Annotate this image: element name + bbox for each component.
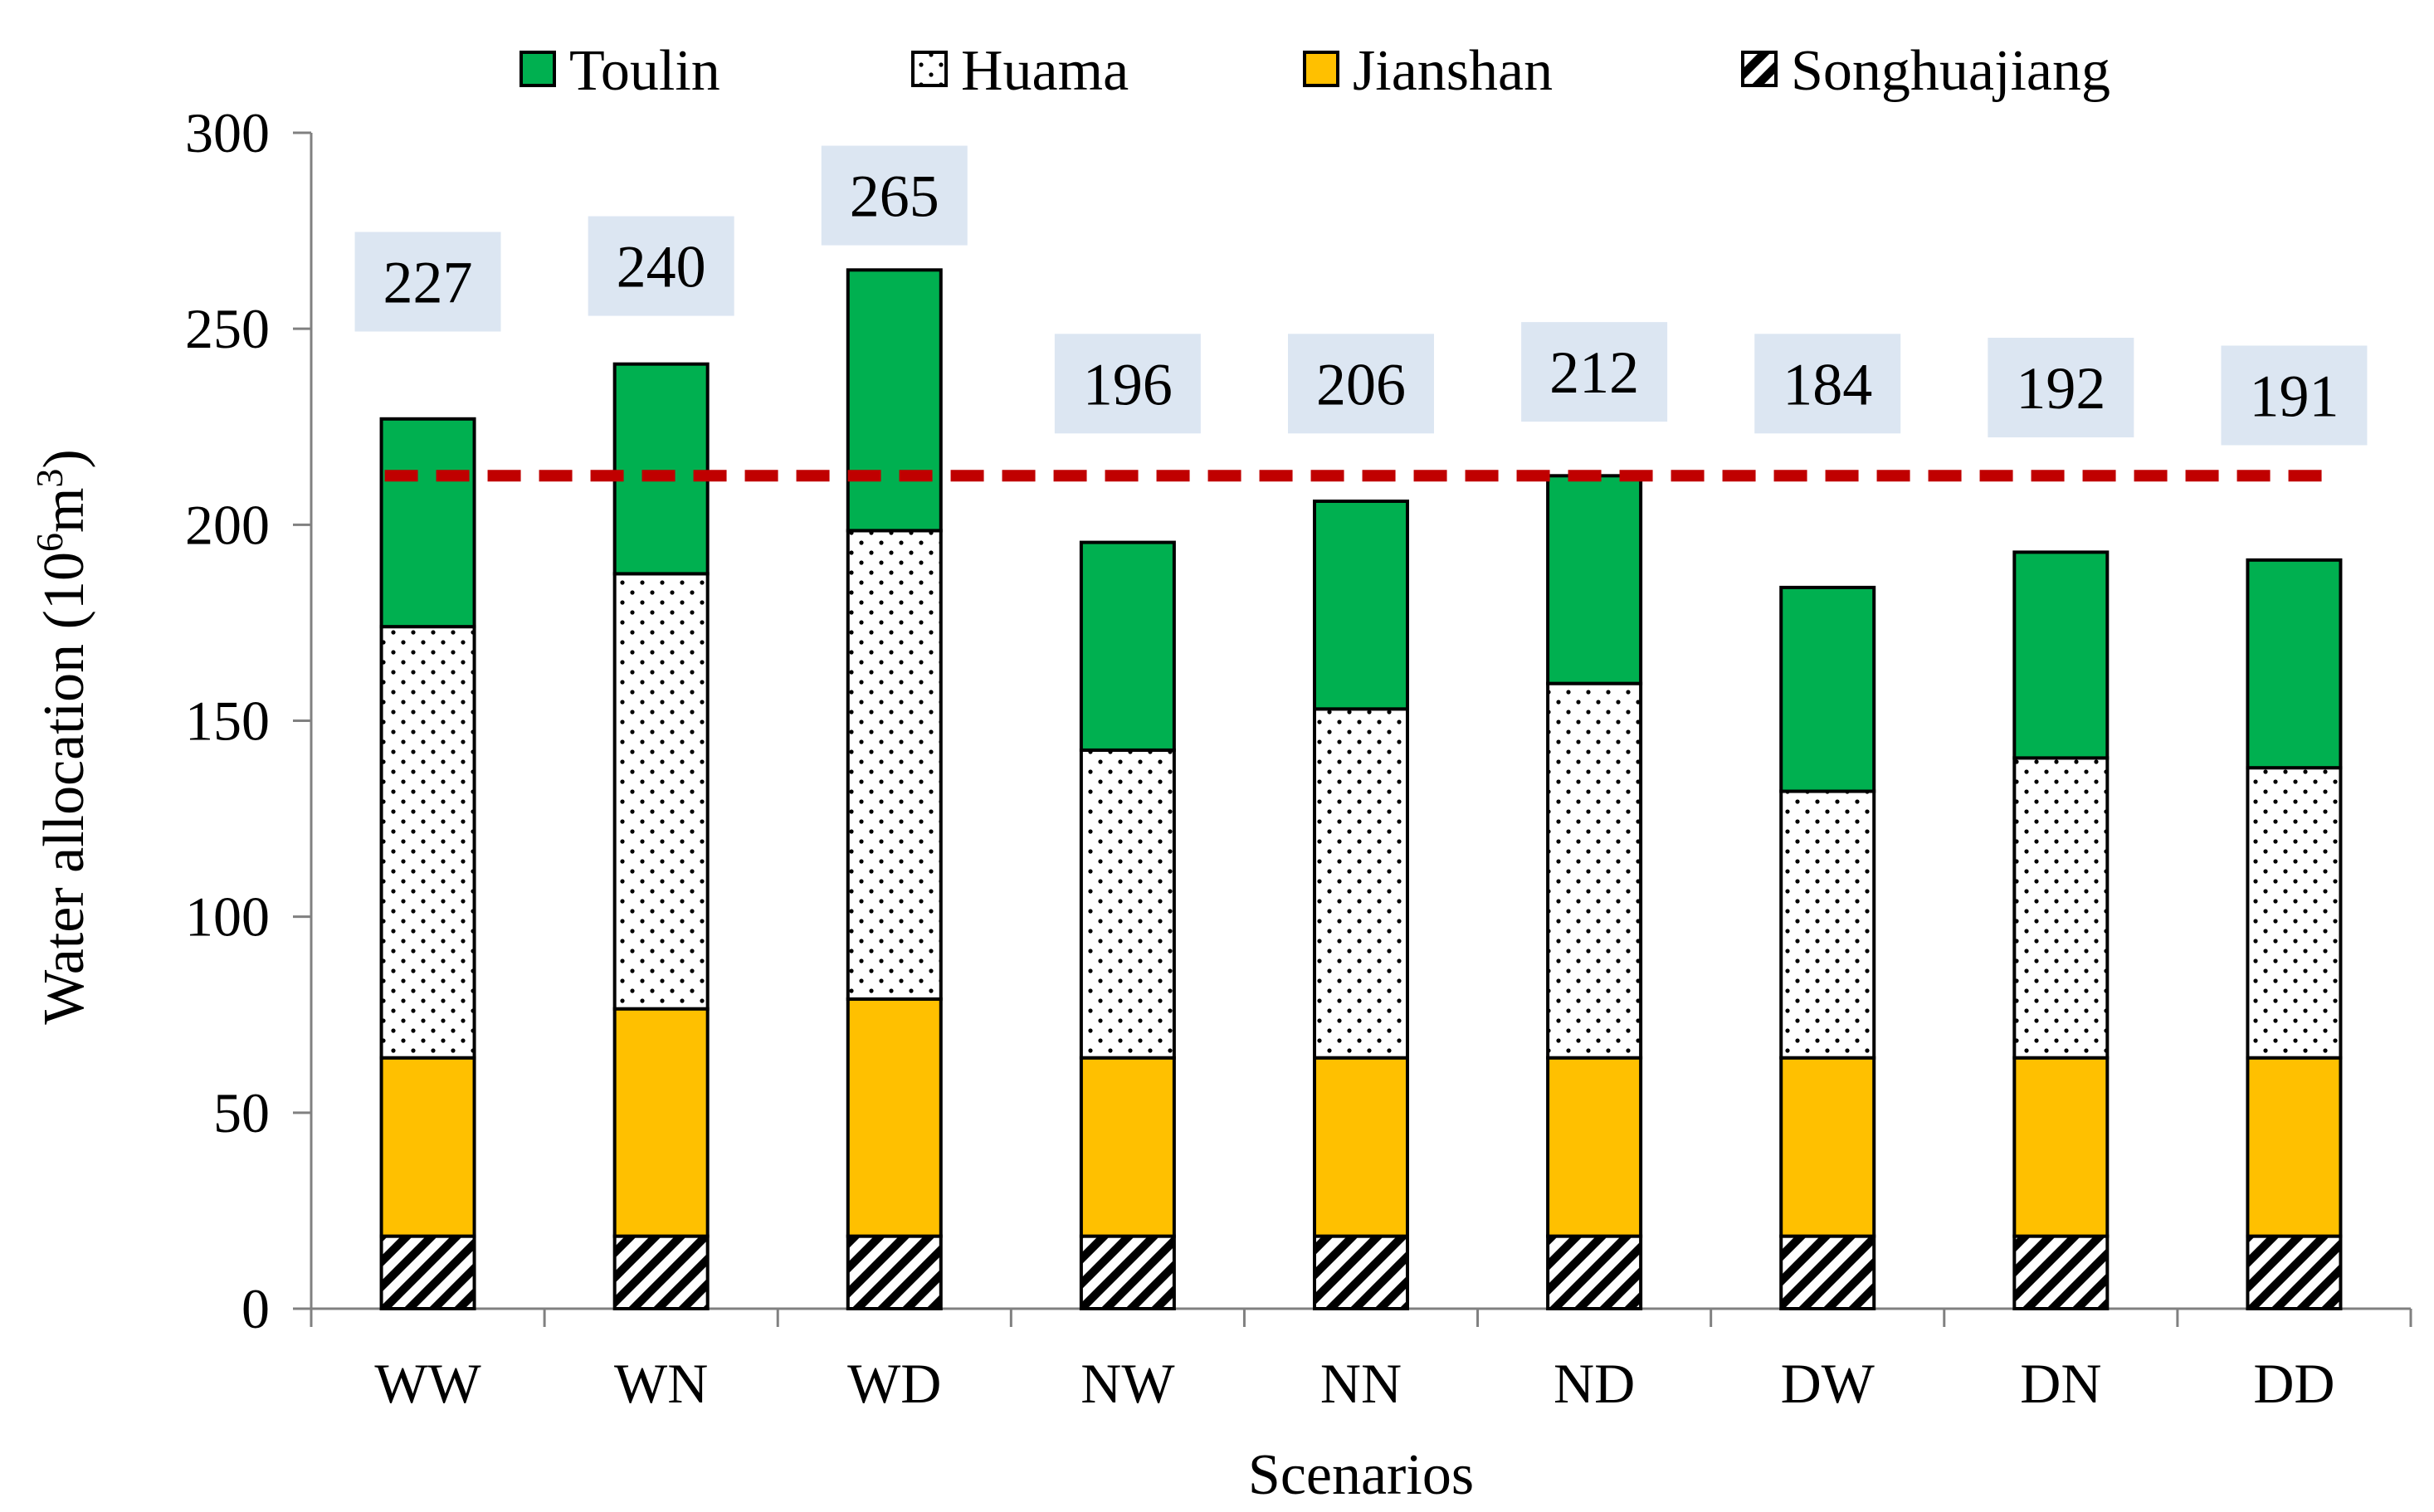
x-axis-title: Scenarios: [1248, 1443, 1474, 1507]
total-labels: 227 240 265 196 206 212 184 192 191: [354, 145, 2368, 446]
total-label-box: [1521, 322, 1668, 422]
bar-segment-songhuajiang: [1546, 1234, 1643, 1310]
bar-segment-songhuajiang: [612, 1234, 710, 1310]
total-label: 184: [1783, 351, 1872, 417]
total-label-box: [1054, 334, 1201, 434]
bar-segment-songhuajiang: [2012, 1234, 2110, 1310]
bar-segment-songhuajiang: [2246, 1234, 2343, 1310]
y-axis-title-main: Water allocation (10: [32, 552, 96, 1025]
bar-segment-jianshan: [1779, 1056, 1876, 1238]
bar-segment-toulin: [2012, 550, 2110, 760]
x-tick-label: NN: [1320, 1352, 1402, 1415]
y-tick-label: 150: [185, 690, 270, 753]
bar-segment-toulin: [1779, 585, 1876, 793]
bar-segment-jianshan: [846, 997, 943, 1238]
bar-segment-songhuajiang: [846, 1234, 943, 1310]
total-label-box: [588, 216, 734, 316]
total-label-box: [1288, 334, 1434, 434]
bar-segment-huama: [846, 529, 943, 1001]
legend-label: Songhuajiang: [1791, 39, 2110, 103]
legend: Toulin Huama Jianshan Songhuajiang: [519, 39, 2110, 103]
total-label-box: [1988, 338, 2134, 438]
y-tick-label: 100: [185, 885, 270, 949]
bar-segment-songhuajiang: [379, 1234, 476, 1310]
bar-segment-jianshan: [2246, 1056, 2343, 1238]
y-axis-title: Water allocation (106m3): [28, 449, 97, 1024]
bar-segment-jianshan: [2012, 1056, 2110, 1238]
legend-swatch: [1303, 51, 1339, 87]
bar-segment-songhuajiang: [1779, 1234, 1876, 1310]
total-label-box: [354, 232, 501, 332]
total-label: 227: [383, 249, 473, 315]
x-tick-label: DW: [1781, 1352, 1875, 1415]
bar-segment-toulin: [1546, 474, 1643, 685]
bar-segment-toulin: [846, 268, 943, 533]
legend-label: Huama: [961, 39, 1129, 103]
bar-segment-jianshan: [379, 1056, 476, 1238]
y-axis-title-sup2: 3: [28, 469, 71, 488]
bar-segment-huama: [1079, 748, 1176, 1060]
y-tick-label: 300: [185, 101, 270, 164]
total-label: 191: [2249, 363, 2339, 429]
x-tick-label: DD: [2253, 1352, 2334, 1415]
bar-segment-toulin: [379, 417, 476, 629]
total-label: 196: [1083, 351, 1173, 417]
y-axis-title-end: ): [32, 449, 96, 468]
bar-segment-huama: [2012, 756, 2110, 1060]
legend-label: Jianshan: [1353, 39, 1553, 103]
legend-swatch: [519, 51, 556, 87]
axes: 0 50 100 150 200 250 300 WW WN WD NW NN ND DW DN DD: [185, 101, 2412, 1415]
y-tick-label: 50: [213, 1081, 270, 1144]
bar-segment-toulin: [612, 362, 710, 576]
x-tick-label: DN: [2020, 1352, 2101, 1415]
y-tick-label: 0: [241, 1277, 270, 1340]
legend-swatch: [911, 51, 948, 87]
total-label: 192: [2016, 355, 2105, 422]
y-axis-title-mid: m: [32, 488, 96, 533]
y-tick-label: 250: [185, 297, 270, 360]
legend-swatch: [1741, 51, 1778, 87]
y-axis-title-sup1: 6: [28, 533, 71, 552]
x-tick-label: NW: [1080, 1352, 1175, 1415]
total-label: 265: [850, 163, 939, 230]
bar-segment-jianshan: [612, 1007, 710, 1238]
bars: [379, 268, 2343, 1310]
bar-segment-huama: [379, 625, 476, 1060]
total-label: 240: [617, 234, 706, 300]
bar-segment-huama: [1313, 707, 1409, 1060]
x-tick-label: WN: [614, 1352, 708, 1415]
y-tick-label: 200: [185, 493, 270, 556]
x-tick-label: ND: [1554, 1352, 1635, 1415]
total-label-box: [1754, 334, 1901, 434]
total-label: 206: [1316, 351, 1406, 417]
total-label: 212: [1549, 339, 1639, 406]
bar-segment-huama: [612, 572, 710, 1011]
total-label-box: [2221, 345, 2368, 446]
bar-segment-jianshan: [1546, 1056, 1643, 1238]
bar-segment-toulin: [1079, 540, 1176, 752]
bar-segment-jianshan: [1313, 1056, 1409, 1238]
total-label-box: [821, 145, 968, 246]
bar-segment-toulin: [1313, 499, 1409, 711]
bar-segment-huama: [1546, 681, 1643, 1060]
x-tick-label: WW: [374, 1352, 481, 1415]
x-tick-label: WD: [847, 1352, 941, 1415]
bar-segment-songhuajiang: [1313, 1234, 1409, 1310]
bar-segment-toulin: [2246, 558, 2343, 770]
bar-segment-huama: [2246, 766, 2343, 1060]
legend-label: Toulin: [569, 39, 720, 103]
bar-segment-huama: [1779, 789, 1876, 1060]
bar-segment-songhuajiang: [1079, 1234, 1176, 1310]
bar-segment-jianshan: [1079, 1056, 1176, 1238]
